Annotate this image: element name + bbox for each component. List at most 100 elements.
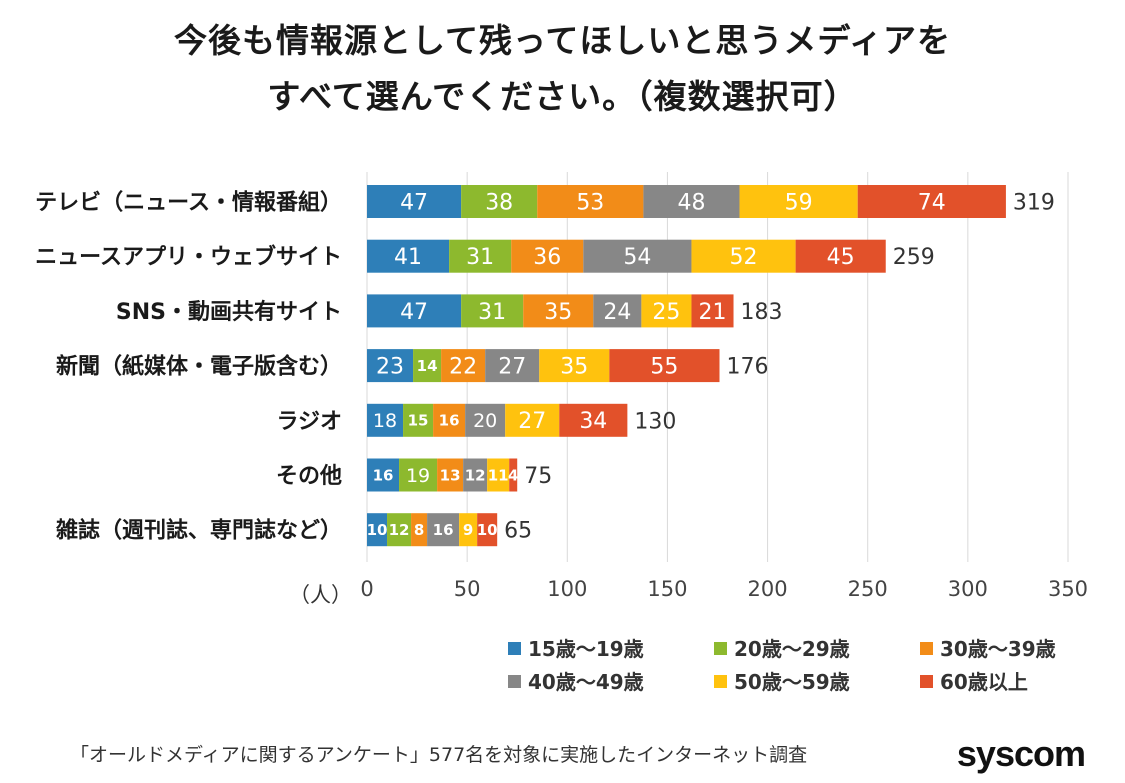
data-label: 52 bbox=[730, 245, 758, 270]
data-label: 15 bbox=[408, 412, 429, 430]
legend-label: 60歳以上 bbox=[940, 670, 1028, 694]
bar-segment bbox=[511, 239, 584, 273]
total-label: 130 bbox=[634, 409, 676, 434]
data-label: 41 bbox=[394, 245, 422, 270]
data-label: 11 bbox=[488, 466, 509, 484]
bar-segment bbox=[441, 349, 486, 383]
legend-swatch bbox=[714, 675, 727, 688]
data-label: 35 bbox=[560, 355, 588, 380]
legend-swatch bbox=[508, 642, 521, 655]
chart-title-line-2: すべて選んでください。（複数選択可） bbox=[267, 77, 858, 116]
x-tick-label: 0 bbox=[360, 577, 373, 601]
category-label: その他 bbox=[276, 464, 342, 489]
bar-segment bbox=[523, 294, 594, 328]
data-label: 74 bbox=[918, 190, 946, 215]
bar-segment bbox=[437, 458, 464, 492]
category-label: ラジオ bbox=[276, 409, 342, 434]
x-axis-label: （人） bbox=[289, 583, 352, 607]
bar-segment bbox=[559, 403, 628, 437]
bar-segment bbox=[367, 349, 414, 383]
bar-segment bbox=[461, 294, 524, 328]
data-label: 21 bbox=[698, 300, 726, 325]
data-label: 10 bbox=[367, 521, 388, 539]
data-label: 47 bbox=[400, 190, 428, 215]
bar-segment bbox=[413, 349, 442, 383]
data-label: 35 bbox=[544, 300, 572, 325]
data-label: 9 bbox=[463, 521, 473, 539]
legend-label: 15歳〜19歳 bbox=[528, 637, 644, 661]
bar-segment bbox=[367, 513, 388, 547]
data-label: 19 bbox=[406, 465, 430, 487]
legend-label: 50歳〜59歳 bbox=[734, 670, 850, 694]
data-label: 48 bbox=[677, 190, 705, 215]
data-label: 4 bbox=[508, 466, 518, 484]
data-label: 23 bbox=[376, 355, 404, 380]
legend-swatch bbox=[920, 675, 933, 688]
category-label: 雑誌（週刊誌、専門誌など） bbox=[55, 518, 342, 544]
bar-segment bbox=[609, 349, 720, 383]
bar-segment bbox=[795, 239, 886, 273]
x-tick-label: 200 bbox=[748, 577, 788, 601]
bar-segment bbox=[505, 403, 560, 437]
total-label: 65 bbox=[504, 519, 532, 544]
bar-segment bbox=[427, 513, 460, 547]
bar-segment bbox=[465, 403, 506, 437]
bar-segment bbox=[367, 403, 404, 437]
legend-label: 40歳〜49歳 bbox=[528, 670, 644, 694]
x-tick-label: 300 bbox=[948, 577, 988, 601]
data-label: 20 bbox=[473, 410, 497, 432]
x-tick-label: 50 bbox=[454, 577, 481, 601]
data-label: 27 bbox=[518, 409, 546, 434]
category-label: ニュースアプリ・ウェブサイト bbox=[35, 244, 342, 270]
bar-segment bbox=[509, 458, 518, 492]
data-label: 22 bbox=[449, 355, 477, 380]
data-label: 34 bbox=[579, 409, 607, 434]
data-label: 24 bbox=[603, 300, 631, 325]
bar-segment bbox=[593, 294, 642, 328]
x-tick-label: 100 bbox=[547, 577, 587, 601]
bar-segment bbox=[691, 239, 796, 273]
bar-segment bbox=[387, 513, 412, 547]
category-label: テレビ（ニュース・情報番組） bbox=[35, 190, 342, 216]
bar-segment bbox=[537, 185, 644, 218]
data-label: 47 bbox=[400, 300, 428, 325]
data-label: 10 bbox=[477, 521, 498, 539]
bar-segment bbox=[433, 403, 466, 437]
x-tick-label: 250 bbox=[848, 577, 888, 601]
data-label: 54 bbox=[623, 245, 651, 270]
total-label: 319 bbox=[1013, 191, 1055, 216]
bar-segment bbox=[485, 349, 540, 383]
total-label: 183 bbox=[741, 300, 783, 325]
bar-segment bbox=[403, 403, 434, 437]
data-label: 38 bbox=[485, 190, 513, 215]
legend-swatch bbox=[714, 642, 727, 655]
data-label: 31 bbox=[466, 245, 494, 270]
source-note: 「オールドメディアに関するアンケート」577名を対象に実施したインターネット調査 bbox=[70, 744, 808, 766]
bar-segment bbox=[643, 185, 740, 218]
bar-segment bbox=[461, 185, 538, 218]
data-label: 12 bbox=[465, 466, 486, 484]
legend-swatch bbox=[508, 675, 521, 688]
data-label: 53 bbox=[576, 190, 604, 215]
bar-segment bbox=[459, 513, 478, 547]
bar-segment bbox=[367, 185, 462, 218]
bar-segment bbox=[367, 458, 400, 492]
total-label: 176 bbox=[727, 355, 769, 380]
bar-segment bbox=[857, 185, 1006, 218]
bar-segment bbox=[477, 513, 498, 547]
data-label: 59 bbox=[785, 190, 813, 215]
total-label: 259 bbox=[893, 245, 935, 270]
data-label: 16 bbox=[439, 412, 460, 430]
bar-segment bbox=[367, 294, 462, 328]
category-label: 新聞（紙媒体・電子版含む） bbox=[56, 354, 342, 380]
data-label: 36 bbox=[533, 245, 561, 270]
data-label: 16 bbox=[433, 521, 454, 539]
bar-segment bbox=[399, 458, 438, 492]
data-label: 16 bbox=[373, 466, 394, 484]
bar-segment bbox=[641, 294, 692, 328]
data-label: 27 bbox=[498, 355, 526, 380]
data-label: 12 bbox=[389, 521, 410, 539]
syscom-logo: syscom bbox=[956, 733, 1086, 774]
data-label: 25 bbox=[652, 300, 680, 325]
total-label: 75 bbox=[524, 464, 552, 489]
